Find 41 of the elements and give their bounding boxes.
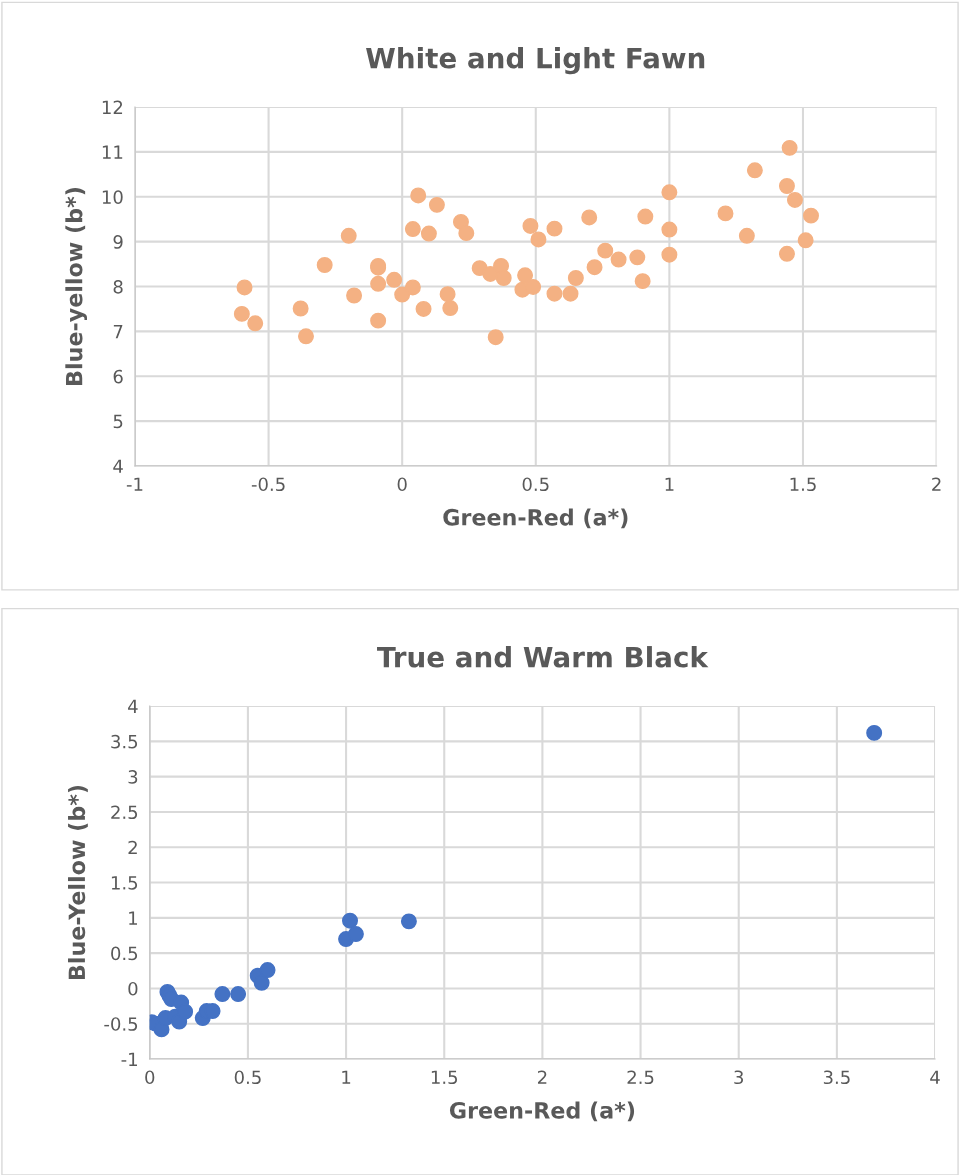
y-tick-label: 9 — [113, 235, 123, 249]
y-tick-label: 11 — [102, 145, 123, 159]
chart-title: White and Light Fawn — [366, 47, 705, 75]
y-axis-title: Blue-yellow (b*) — [65, 188, 87, 385]
y-tick-label: 6 — [113, 369, 123, 384]
y-tick-label: 8 — [113, 279, 123, 294]
x-tick-label: -0.5 — [251, 477, 285, 492]
x-tick-label: 0 — [397, 477, 407, 492]
x-tick-label: 1.5 — [431, 1070, 458, 1085]
y-tick-label: 10 — [102, 190, 123, 204]
x-tick-label: 3.5 — [823, 1070, 850, 1085]
y-tick-label: 2.5 — [111, 805, 138, 820]
x-axis-title: Green-Red (a*) — [449, 1101, 635, 1122]
x-axis-title: Green-Red (a*) — [443, 508, 628, 529]
x-tick-label: 4 — [930, 1070, 940, 1084]
y-tick-label: -0.5 — [104, 1017, 138, 1031]
x-tick-label: 1 — [665, 477, 674, 491]
y-tick-label: 5 — [113, 414, 123, 429]
y-tick-label: 1.5 — [111, 876, 138, 890]
x-tick-label: 1.5 — [790, 477, 816, 492]
x-tick-label: 0.5 — [234, 1070, 261, 1085]
x-tick-label: 3 — [734, 1070, 744, 1085]
y-tick-label: -1 — [121, 1052, 137, 1066]
y-axis-title: Blue-Yellow (b*) — [68, 785, 88, 980]
x-tick-label: 0 — [145, 1070, 155, 1085]
x-tick-label: 2.5 — [627, 1070, 654, 1085]
y-tick-label: 12 — [102, 100, 123, 114]
x-tick-label: 2 — [932, 477, 941, 491]
y-tick-label: 0.5 — [111, 946, 138, 961]
y-tick-label: 1 — [129, 911, 137, 925]
y-tick-label: 7 — [113, 325, 123, 339]
y-tick-label: 4 — [113, 459, 123, 473]
x-tick-label: 2 — [537, 1070, 547, 1084]
y-tick-label: 2 — [128, 840, 137, 855]
y-tick-label: 3.5 — [111, 734, 138, 749]
x-tick-label: 0.5 — [522, 477, 549, 492]
chart-title: True and Warm Black — [377, 646, 709, 668]
y-tick-label: 3 — [128, 770, 138, 784]
y-tick-label: 4 — [128, 699, 138, 713]
y-tick-label: 0 — [128, 981, 138, 996]
x-tick-label: 1 — [342, 1070, 351, 1084]
